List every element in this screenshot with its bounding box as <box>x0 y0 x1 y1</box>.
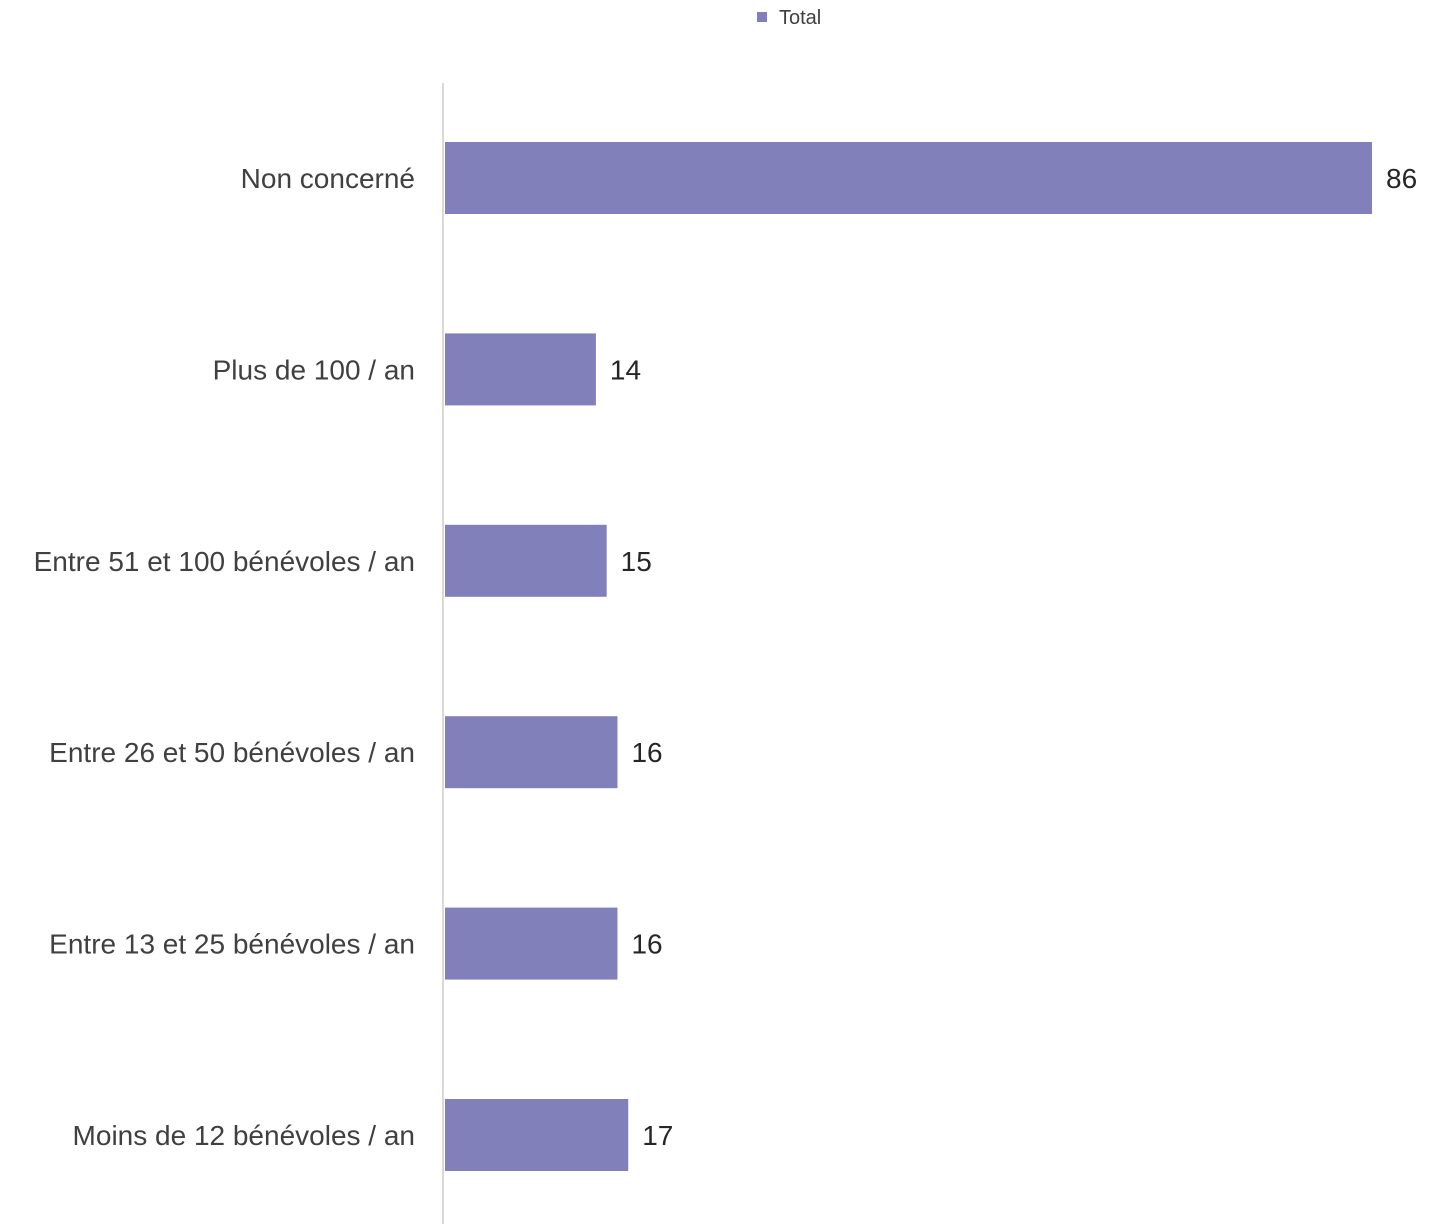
bar-3 <box>445 716 618 789</box>
value-label-3: 16 <box>631 737 662 768</box>
value-label-2: 15 <box>621 546 652 577</box>
bar-4 <box>445 907 618 980</box>
legend: Total <box>757 7 821 29</box>
value-label-4: 16 <box>631 929 662 960</box>
value-label-0: 86 <box>1386 163 1417 194</box>
value-label-1: 14 <box>610 354 641 385</box>
value-labels: 86 14 15 16 16 17 <box>610 163 1417 1151</box>
category-label-2: Entre 51 et 100 bénévoles / an <box>34 546 415 577</box>
bar-1 <box>445 333 596 406</box>
bar-5 <box>445 1099 629 1171</box>
category-label-5: Moins de 12 bénévoles / an <box>73 1120 415 1151</box>
category-label-3: Entre 26 et 50 bénévoles / an <box>49 737 415 768</box>
bar-0 <box>445 142 1372 214</box>
category-label-0: Non concerné <box>241 163 415 194</box>
category-label-4: Entre 13 et 25 bénévoles / an <box>49 929 415 960</box>
category-labels: Non concerné Plus de 100 / an Entre 51 et … <box>34 163 415 1151</box>
bar-2 <box>445 524 607 597</box>
legend-swatch <box>757 12 767 22</box>
value-label-5: 17 <box>642 1120 673 1151</box>
bars-group <box>445 142 1372 1171</box>
category-label-1: Plus de 100 / an <box>213 354 415 385</box>
legend-label-total: Total <box>779 7 821 29</box>
